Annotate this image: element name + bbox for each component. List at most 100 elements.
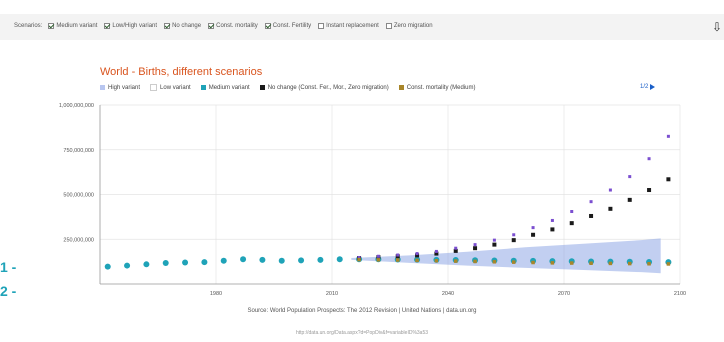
legend-item-high-variant[interactable]: High variant: [100, 84, 140, 91]
scenario-bar: Scenarios: Medium variant Low/High varia…: [0, 14, 724, 40]
low-high-variant-band: [351, 238, 661, 274]
x-tick-label: 2010: [326, 291, 338, 297]
checkbox-icon[interactable]: [385, 23, 392, 29]
legend-swatch: [100, 85, 105, 90]
legend-item-medium-variant[interactable]: Medium variant: [200, 84, 250, 91]
y-tick-label: 250,000,000: [63, 237, 94, 243]
point-const-mortality-medium: [434, 258, 439, 263]
point-const-fertility: [531, 226, 535, 230]
point-const-fertility: [608, 188, 612, 192]
point-const-mortality-medium: [357, 257, 361, 262]
point-const-fertility: [454, 246, 458, 250]
point-const-fertility: [512, 233, 516, 237]
point-const-mortality-medium: [569, 261, 574, 265]
scenario-const-fertility[interactable]: Const. Fertility: [264, 23, 311, 29]
point-no-change: [415, 253, 420, 258]
y-tick-label: 500,000,000: [63, 193, 94, 199]
checkbox-icon[interactable]: [208, 23, 215, 29]
point-no-change: [608, 206, 613, 211]
point-no-change: [511, 238, 516, 243]
legend-swatch: [398, 85, 404, 90]
point-const-fertility: [666, 134, 670, 138]
point-const-mortality-medium: [492, 260, 497, 264]
point-medium-variant: [104, 263, 111, 270]
x-tick-label: 1980: [210, 291, 222, 297]
point-const-mortality-medium: [453, 259, 458, 263]
point-no-change: [569, 221, 574, 226]
scenario-options: Scenarios: Medium variant Low/High varia…: [14, 23, 436, 29]
point-const-fertility: [415, 252, 419, 256]
next-page-icon[interactable]: [650, 84, 656, 90]
point-no-change: [473, 246, 478, 251]
edge-mark-2: 2 -: [0, 283, 17, 299]
series-points: [104, 134, 672, 270]
y-tick-label: 1,000,000,000: [59, 103, 94, 109]
chart-legend: High variant Low variant Medium variant …: [100, 84, 475, 91]
url-note[interactable]: http://data.un.org/Data.aspx?d=PopDiv&f=…: [295, 330, 429, 336]
scenario-no-change[interactable]: No change: [164, 23, 201, 29]
variant-band: [351, 238, 661, 274]
point-medium-variant: [143, 261, 150, 268]
checkbox-icon[interactable]: [104, 23, 111, 29]
point-medium-variant: [182, 259, 189, 266]
point-const-fertility: [570, 210, 574, 214]
scenario-zero-migration[interactable]: Zero migration: [385, 23, 433, 29]
legend-item-low-variant[interactable]: Low variant: [150, 84, 191, 91]
axes: [99, 105, 680, 285]
point-const-mortality-medium: [666, 262, 671, 266]
point-medium-variant: [317, 256, 324, 263]
point-medium-variant: [336, 256, 343, 263]
legend-item-const-mortality[interactable]: Const. mortality (Medium): [398, 84, 475, 91]
point-no-change: [492, 242, 497, 247]
checkbox-icon[interactable]: [264, 23, 271, 29]
point-const-mortality-medium: [511, 260, 516, 264]
download-icon[interactable]: ⇩: [711, 20, 722, 34]
legend-item-no-change[interactable]: No change (Const. Fer., Mor., Zero migra…: [259, 84, 389, 91]
scenario-medium-variant[interactable]: Medium variant: [48, 23, 97, 29]
point-const-fertility: [396, 253, 400, 257]
point-const-fertility: [550, 218, 554, 222]
scenario-const-mortality[interactable]: Const. mortality: [208, 23, 258, 29]
point-const-fertility: [647, 157, 651, 161]
point-const-fertility: [589, 200, 593, 204]
legend-pager[interactable]: 1/2: [640, 84, 656, 90]
legend-swatch: [150, 84, 158, 91]
point-const-mortality-medium: [395, 258, 400, 262]
edge-mark-1: 1 -: [0, 259, 17, 275]
point-const-fertility: [628, 175, 632, 179]
point-const-fertility: [492, 238, 496, 242]
point-const-mortality-medium: [608, 261, 613, 266]
point-medium-variant: [298, 257, 305, 264]
point-const-mortality-medium: [531, 260, 535, 265]
scenario-instant-replacement[interactable]: Instant replacement: [318, 23, 379, 29]
point-medium-variant: [201, 259, 208, 266]
point-const-mortality-medium: [589, 261, 593, 265]
point-const-mortality-medium: [647, 262, 651, 266]
legend-swatch: [259, 85, 265, 90]
legend-swatch: [200, 85, 206, 90]
point-no-change: [589, 213, 594, 218]
point-medium-variant: [220, 257, 227, 264]
checkbox-icon[interactable]: [48, 23, 55, 29]
point-no-change: [666, 177, 671, 182]
x-tick-label: 2100: [674, 291, 686, 297]
chart-title: World - Births, different scenarios: [100, 66, 263, 78]
point-const-fertility: [357, 256, 361, 260]
point-no-change: [647, 188, 652, 193]
point-const-fertility: [376, 254, 380, 258]
point-medium-variant: [162, 260, 169, 267]
point-medium-variant: [259, 256, 266, 263]
scenario-low-high-variant[interactable]: Low/High variant: [104, 23, 157, 29]
checkbox-icon[interactable]: [164, 23, 171, 29]
grid-lines: [100, 104, 681, 284]
point-no-change: [434, 251, 439, 256]
point-medium-variant: [240, 256, 247, 263]
scenarios-label: Scenarios:: [14, 23, 43, 29]
point-no-change: [453, 248, 458, 253]
checkbox-icon[interactable]: [318, 23, 325, 29]
x-tick-label: 2070: [558, 291, 570, 297]
source-note: Source: World Population Prospects: The …: [247, 308, 477, 314]
pager-text: 1/2: [640, 84, 649, 90]
point-const-fertility: [473, 243, 477, 247]
